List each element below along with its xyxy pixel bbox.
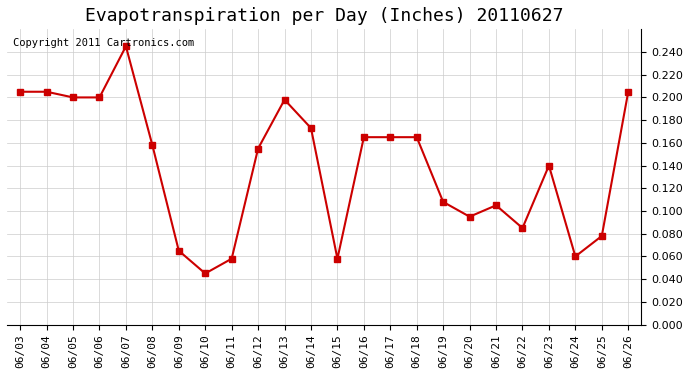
Title: Evapotranspiration per Day (Inches) 20110627: Evapotranspiration per Day (Inches) 2011… [85,7,564,25]
Text: Copyright 2011 Cartronics.com: Copyright 2011 Cartronics.com [13,38,195,48]
